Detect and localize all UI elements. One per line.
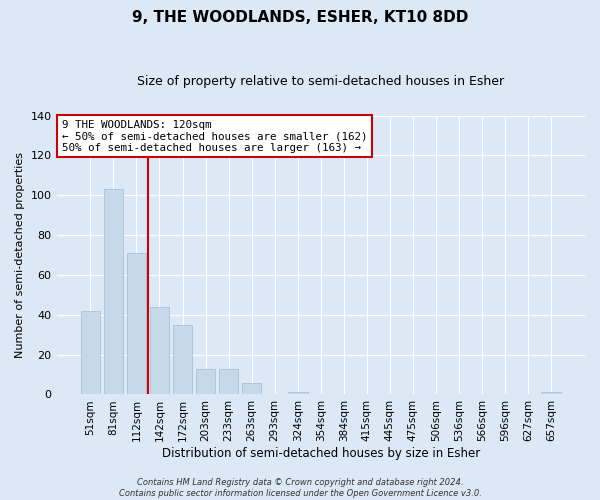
Text: Contains HM Land Registry data © Crown copyright and database right 2024.
Contai: Contains HM Land Registry data © Crown c… — [119, 478, 481, 498]
Bar — [541, 392, 561, 394]
Bar — [80, 311, 100, 394]
Bar — [288, 392, 308, 394]
Bar — [149, 307, 169, 394]
Y-axis label: Number of semi-detached properties: Number of semi-detached properties — [15, 152, 25, 358]
X-axis label: Distribution of semi-detached houses by size in Esher: Distribution of semi-detached houses by … — [161, 447, 480, 460]
Title: Size of property relative to semi-detached houses in Esher: Size of property relative to semi-detach… — [137, 75, 505, 88]
Bar — [104, 190, 123, 394]
Text: 9, THE WOODLANDS, ESHER, KT10 8DD: 9, THE WOODLANDS, ESHER, KT10 8DD — [132, 10, 468, 25]
Bar — [173, 324, 193, 394]
Text: 9 THE WOODLANDS: 120sqm
← 50% of semi-detached houses are smaller (162)
50% of s: 9 THE WOODLANDS: 120sqm ← 50% of semi-de… — [62, 120, 367, 153]
Bar — [196, 368, 215, 394]
Bar — [242, 382, 262, 394]
Bar — [219, 368, 238, 394]
Bar — [127, 253, 146, 394]
